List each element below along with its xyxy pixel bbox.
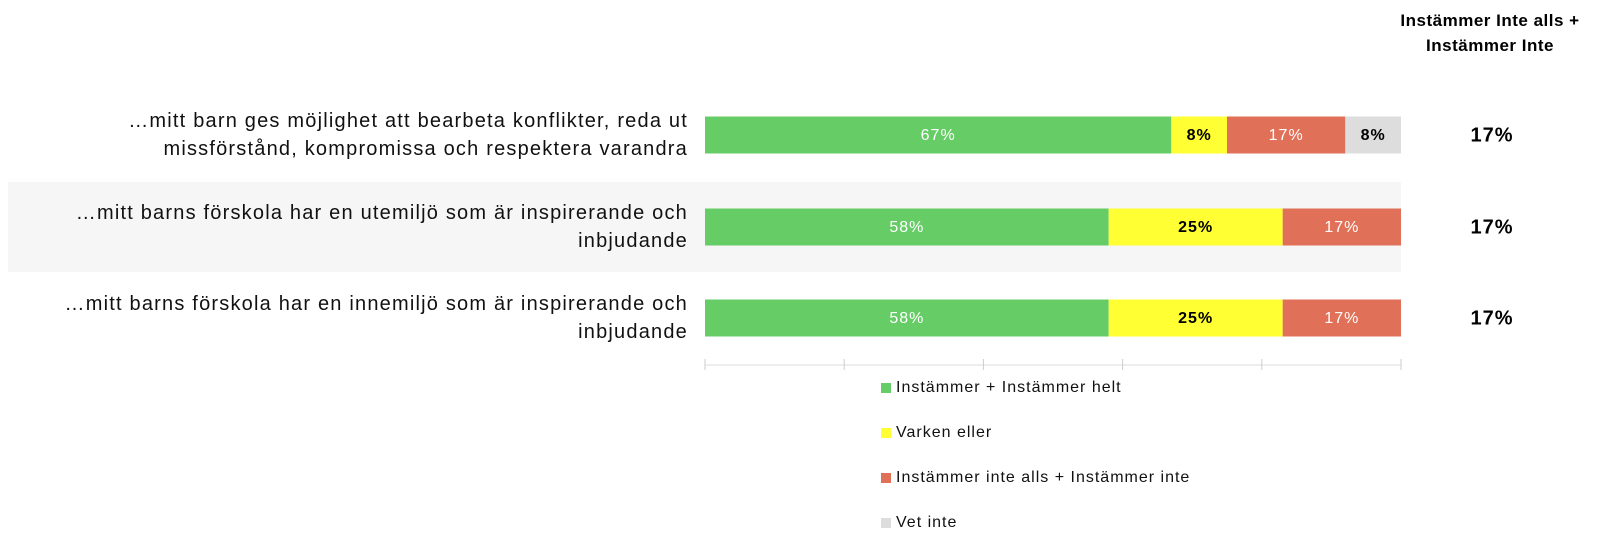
bar-segment: [705, 299, 1109, 337]
data-label: 67%: [921, 127, 956, 144]
data-label: 17%: [1324, 310, 1359, 327]
side-column-title: Instämmer Inte alls + Instämmer Inte: [1400, 11, 1580, 55]
bar-segment: [705, 116, 1172, 154]
bar-segment: [1345, 116, 1401, 154]
legend-swatch: [881, 428, 891, 438]
bar-segment: [1171, 116, 1227, 154]
legend-label: Instämmer inte alls + Instämmer inte: [896, 469, 1190, 486]
side-value: 17%: [1470, 216, 1513, 238]
data-label: 25%: [1178, 310, 1213, 327]
side-value: 17%: [1470, 124, 1513, 146]
data-label: 25%: [1178, 219, 1213, 236]
data-label: 8%: [1361, 127, 1386, 144]
bar-segment: [705, 208, 1109, 246]
bar-segment: [1282, 208, 1401, 246]
bar-segment: [1282, 299, 1401, 337]
bar-segment: [1108, 208, 1283, 246]
side-value: 17%: [1470, 307, 1513, 329]
data-label: 8%: [1187, 127, 1212, 144]
category-label: …mitt barns förskola har en utemiljö som…: [75, 202, 688, 252]
data-label: 17%: [1269, 127, 1304, 144]
legend-label: Instämmer + Instämmer helt: [896, 379, 1122, 396]
legend-swatch: [881, 518, 891, 528]
category-label: …mitt barn ges möjlighet att bearbeta ko…: [128, 110, 688, 160]
data-label: 58%: [889, 310, 924, 327]
legend-label: Vet inte: [896, 514, 957, 531]
data-label: 58%: [889, 219, 924, 236]
bar-segment: [1227, 116, 1346, 154]
legend-swatch: [881, 383, 891, 393]
category-label: …mitt barns förskola har en innemiljö so…: [64, 293, 688, 343]
data-label: 17%: [1324, 219, 1359, 236]
legend-label: Varken eller: [896, 424, 992, 441]
legend-swatch: [881, 473, 891, 483]
bar-segment: [1108, 299, 1283, 337]
